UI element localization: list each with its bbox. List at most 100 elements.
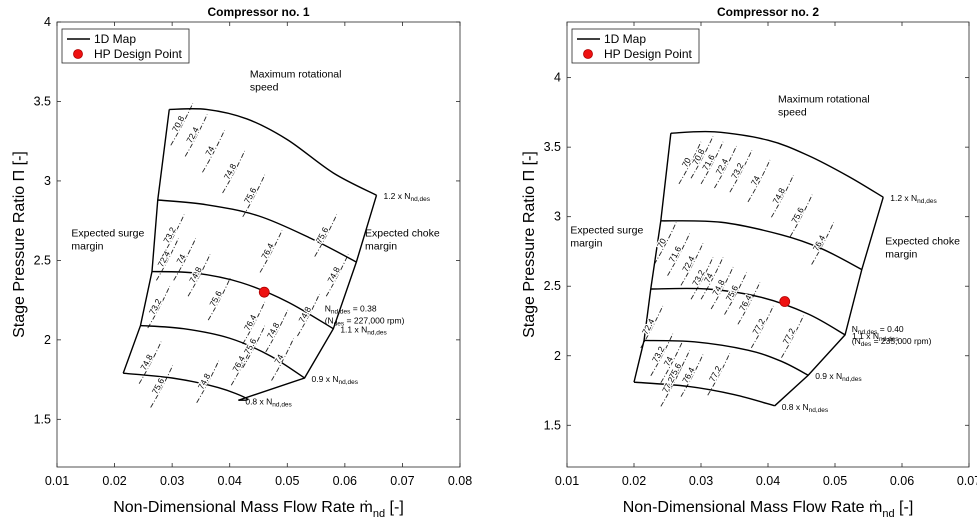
speed-line-label-subscript: nd,des [367, 330, 387, 337]
efficiency-contour-line [710, 266, 734, 310]
y-tick-label: 3 [554, 210, 561, 224]
annotation-text: margin [365, 241, 397, 253]
speed-line [151, 270, 334, 330]
efficiency-contour-line [156, 238, 179, 281]
design-speed-value: = 0.38 [350, 303, 377, 313]
speed-line-label-text: 0.9 x N [312, 374, 339, 384]
annotation-text: Expected choke [885, 236, 960, 248]
x-axis-label-subscript: nd [882, 508, 894, 520]
legend-box [61, 28, 190, 64]
efficiency-contour-line [653, 222, 677, 265]
annotation-text: speed [778, 107, 807, 119]
x-axis-label-symbol: ṁ [360, 499, 373, 516]
x-axis-label: Non-Dimensional Mass Flow Rate ṁnd [-] [623, 499, 914, 520]
legend-label: HP Design Point [94, 47, 182, 61]
efficiency-contour-line [690, 257, 714, 300]
speed-line [650, 287, 846, 336]
efficiency-contour-line [724, 272, 747, 315]
y-axis-label: Stage Pressure Ratio Π [-] [11, 151, 28, 338]
y-axis-label: Stage Pressure Ratio Π [-] [521, 151, 538, 338]
speed-line-label-text: 0.8 x N [245, 396, 272, 406]
efficiency-contour-line [147, 285, 171, 329]
speed-line-label: 1.2 x Nnd,des [890, 193, 937, 205]
efficiency-contour-line [690, 136, 714, 179]
annotation-text: Expected surge [71, 228, 144, 240]
efficiency-contour-line [700, 257, 724, 300]
legend-marker-swatch [583, 49, 593, 59]
efficiency-contour-line [789, 194, 813, 237]
efficiency-contour-line [259, 230, 283, 273]
chart-title: Compressor no. 2 [717, 5, 819, 19]
hp-design-point-marker [258, 286, 270, 298]
y-tick-label: 2 [554, 349, 561, 363]
y-tick-label: 2.5 [544, 279, 561, 293]
speed-line-label-subscript: nd,des [917, 198, 937, 205]
x-tick-label: 0.05 [823, 474, 847, 488]
speed-line-label-text: 1.1 x N [852, 331, 879, 341]
legend-label: 1D Map [94, 32, 136, 46]
speed-line [660, 220, 863, 271]
y-tick-label: 3.5 [34, 94, 51, 108]
efficiency-contour-line [150, 365, 174, 408]
annotation-text: margin [885, 249, 917, 261]
speed-line-label: 0.9 x Nnd,des [312, 374, 359, 386]
efficiency-contour-line [811, 222, 835, 265]
design-rpm-subscript: des [861, 341, 872, 348]
speed-line-label-subscript: nd,des [410, 196, 430, 203]
x-tick-label: 0.03 [160, 474, 184, 488]
speed-line-label-text: 1.2 x N [890, 193, 917, 203]
x-tick-label: 0.05 [275, 474, 299, 488]
efficiency-contour-line [750, 305, 774, 349]
y-tick-label: 1.5 [544, 418, 561, 432]
speed-line [123, 372, 249, 401]
y-tick-label: 3 [44, 174, 51, 188]
efficiency-contour-line [678, 141, 702, 185]
design-rpm-text: (Ndes = 235,000 rpm) [852, 336, 932, 348]
design-speed-symbol: N [325, 303, 331, 313]
y-tick-label: 3.5 [544, 140, 561, 154]
speed-line-label: 1.2 x Nnd,des [384, 191, 431, 203]
y-tick-label: 4 [44, 15, 51, 29]
speed-line-label-subscript: nd,des [809, 407, 829, 414]
design-rpm-value: = 227,000 rpm) [344, 315, 404, 325]
efficiency-contour-line [173, 238, 197, 281]
speed-line [644, 339, 809, 376]
design-rpm-subscript: des [334, 320, 345, 327]
speed-line-label: 1.1 x Nnd,des [852, 331, 899, 343]
annotation-text: margin [570, 237, 602, 249]
x-tick-label: 0.04 [756, 474, 780, 488]
efficiency-contour-line [242, 174, 266, 218]
speed-line-label: 0.8 x Nnd,des [782, 402, 829, 414]
speed-line-label-text: 1.2 x N [384, 191, 411, 201]
speed-line-label-text: 0.9 x N [815, 371, 842, 381]
efficiency-contour-line [707, 353, 731, 396]
chart-compressor-2: 0.01 0.02 0.03 0.04 0.05 0.06 0.07 1.5 2 2.5 3 3.5 4… [521, 5, 977, 520]
design-speed-value: = 0.40 [877, 324, 904, 334]
efficiency-contour-line [680, 243, 704, 286]
efficiency-contour-line [314, 214, 338, 257]
design-speed-subscript: nd,des [331, 308, 351, 315]
annotation-text: margin [71, 241, 103, 253]
x-tick-label: 0.06 [890, 474, 914, 488]
annotation-text: speed [250, 82, 279, 94]
efficiency-contour-line [207, 277, 231, 321]
design-speed-text: Nnd,des = 0.40 [852, 324, 904, 336]
x-tick-label: 0.08 [448, 474, 472, 488]
design-speed-subscript: nd,des [858, 329, 878, 336]
efficiency-contour-line [729, 150, 753, 193]
x-axis-label: Non-Dimensional Mass Flow Rate ṁnd [-] [113, 499, 404, 520]
speed-line-label: 0.9 x Nnd,des [815, 371, 862, 383]
x-tick-label: 0.02 [102, 474, 126, 488]
efficiency-contour-line [714, 145, 737, 189]
efficiency-contour-line [325, 254, 349, 297]
choke-line [238, 195, 378, 401]
x-tick-label: 0.03 [689, 474, 713, 488]
efficiency-contour-line [202, 130, 225, 173]
plot-area [566, 21, 970, 468]
x-tick-label: 0.01 [45, 474, 69, 488]
speed-line-label-subscript: nd,des [842, 376, 862, 383]
efficiency-contour-line [667, 233, 690, 276]
design-speed-symbol: N [852, 324, 858, 334]
